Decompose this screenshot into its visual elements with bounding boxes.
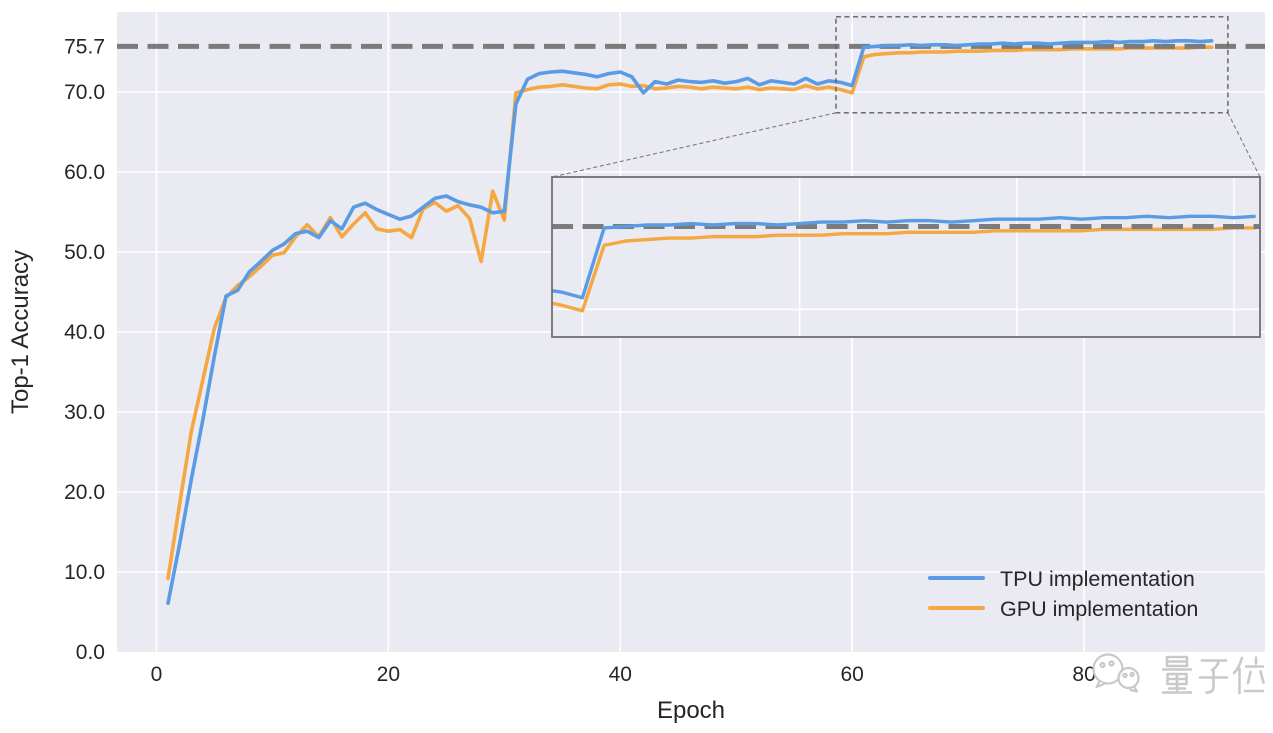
x-tick-label: 60	[841, 663, 864, 686]
y-tick-label: 30.0	[64, 401, 105, 424]
y-tick-labels: 75.7 70.0 60.0 50.0 40.0 30.0 20.0 10.0 0.0	[64, 35, 105, 664]
y-tick-label: 0.0	[76, 641, 105, 664]
legend: TPU implementation GPU implementation	[928, 567, 1198, 621]
x-tick-label: 40	[609, 663, 632, 686]
tpu-line	[166, 38, 1214, 606]
inset-gpu-line	[552, 226, 1256, 313]
x-tick-label: 20	[377, 663, 400, 686]
x-tick-labels: 0 20 40 60 80	[151, 663, 1096, 686]
y-axis-label: Top-1 Accuracy	[7, 250, 34, 414]
inset-gridlines	[552, 177, 1260, 337]
inset-axes	[551, 176, 1261, 338]
brand-text-glyphs	[1161, 655, 1265, 695]
inset-tpu-line	[552, 214, 1256, 300]
y-tick-label: 60.0	[64, 161, 105, 184]
legend-label-gpu: GPU implementation	[1000, 597, 1198, 621]
y-tick-label: 10.0	[64, 561, 105, 584]
y-tick-label: 40.0	[64, 321, 105, 344]
y-tick-label: 75.7	[64, 35, 105, 58]
gpu-line	[166, 45, 1214, 581]
watermark	[1092, 653, 1265, 695]
y-tick-label: 20.0	[64, 481, 105, 504]
inset-connector-left	[551, 112, 837, 178]
x-tick-label: 0	[151, 663, 163, 686]
inset-plot-area	[552, 177, 1260, 337]
legend-label-tpu: TPU implementation	[1000, 567, 1195, 591]
wechat-bubbles-icon	[1092, 653, 1140, 693]
x-tick-label: 80	[1072, 663, 1095, 686]
y-tick-label: 50.0	[64, 241, 105, 264]
inset-border	[551, 176, 1261, 338]
x-axis-label: Epoch	[657, 697, 725, 724]
zoom-region-indicator	[835, 16, 1229, 114]
y-tick-label: 70.0	[64, 81, 105, 104]
data-series-inset	[552, 214, 1260, 313]
inset-connector-right	[1227, 112, 1261, 178]
data-series-main	[117, 38, 1265, 606]
